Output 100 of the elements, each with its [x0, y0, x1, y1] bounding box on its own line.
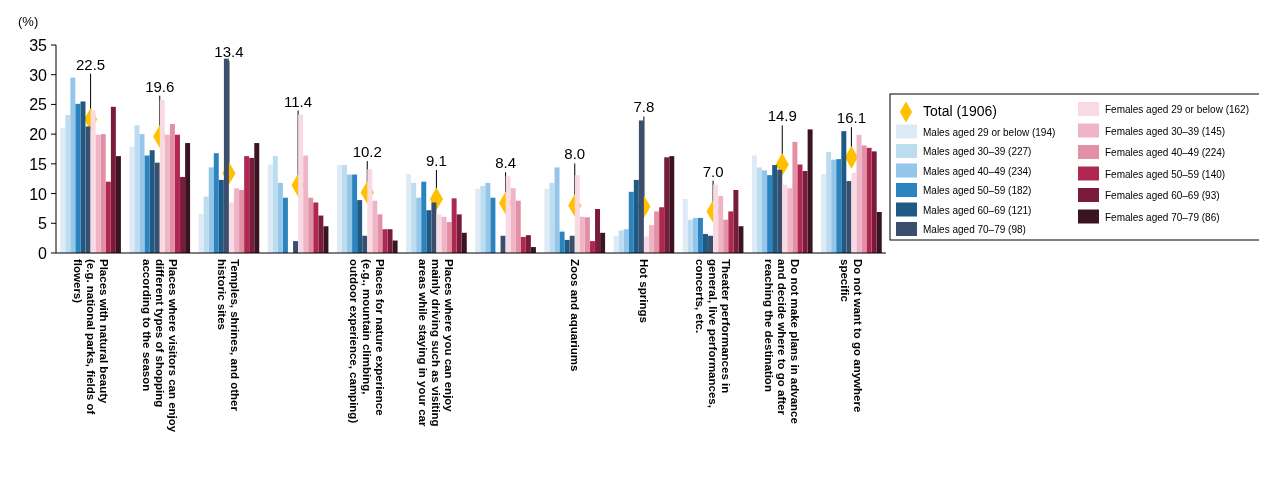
legend-label: Males aged 30–39 (227) — [923, 146, 1032, 157]
bar — [105, 181, 111, 253]
x-tick-label: Zoos and aquariums — [568, 259, 581, 372]
bar — [520, 236, 526, 253]
bar — [549, 182, 555, 253]
bar — [267, 164, 273, 253]
data-label: 8.0 — [564, 145, 586, 163]
bar — [500, 235, 506, 253]
bar — [451, 198, 457, 253]
x-tick-label: Hot springs — [637, 259, 650, 323]
bar — [372, 200, 378, 253]
bar — [174, 134, 180, 253]
bar — [277, 182, 283, 253]
bar — [387, 229, 393, 253]
y-tick-label: 30 — [29, 66, 48, 84]
bar — [95, 134, 101, 253]
bar — [797, 164, 803, 253]
bar — [139, 134, 145, 253]
bar — [461, 232, 467, 253]
bar — [697, 217, 703, 253]
bar — [362, 235, 368, 253]
bar — [687, 219, 693, 253]
bar — [682, 198, 688, 253]
bar — [185, 143, 191, 253]
bar — [708, 235, 714, 253]
bar — [406, 173, 412, 253]
bar — [223, 58, 229, 253]
bar — [318, 215, 324, 253]
y-tick-label: 15 — [29, 155, 48, 173]
x-tick-label: Places for nature experience (e.g., mountain climbing, outdoor experience, camping) — [348, 259, 387, 424]
bar — [169, 124, 175, 253]
bar — [244, 156, 250, 253]
bar — [411, 182, 417, 253]
bar — [382, 229, 388, 253]
bar — [525, 235, 531, 253]
data-label: 14.9 — [767, 107, 797, 125]
bar — [149, 150, 155, 253]
bar — [623, 229, 629, 253]
bar — [756, 167, 762, 253]
bar — [421, 181, 427, 253]
bar — [751, 155, 757, 253]
bar — [738, 226, 744, 253]
bar — [367, 169, 373, 253]
data-label: 9.1 — [425, 151, 447, 169]
bar — [600, 232, 606, 253]
legend-label: Males aged 50–59 (182) — [923, 185, 1032, 196]
bar — [298, 114, 304, 253]
legend-label: Females aged 29 or below (162) — [1105, 104, 1249, 115]
bar — [851, 172, 857, 253]
bar — [85, 126, 91, 253]
bar — [436, 214, 442, 253]
bar — [308, 197, 314, 253]
bar — [213, 153, 219, 253]
bar — [115, 156, 121, 253]
bar — [574, 175, 580, 253]
x-tick-label: Places with natural beauty (e.g. national parks, fields of flowers) — [71, 259, 110, 415]
bar — [654, 211, 660, 253]
bar — [723, 219, 729, 253]
bar — [703, 233, 708, 253]
data-label: 7.0 — [702, 162, 724, 180]
bar — [792, 141, 798, 253]
data-label: 8.4 — [495, 154, 517, 172]
bar — [554, 167, 560, 253]
bar — [416, 197, 422, 253]
legend-label: Males aged 40–49 (234) — [923, 165, 1032, 177]
bar — [203, 196, 209, 253]
bar — [718, 195, 724, 253]
bar — [272, 156, 278, 253]
x-tick-label: Do not want to go anywhere specific — [838, 259, 864, 413]
bar — [559, 231, 565, 253]
bar — [336, 165, 342, 253]
bar — [154, 162, 160, 253]
bar — [60, 128, 66, 253]
bar — [762, 170, 768, 253]
bar — [110, 106, 116, 253]
legend-label: Females aged 50–59 (140) — [1105, 168, 1226, 180]
data-label: 13.4 — [214, 43, 244, 60]
bar — [357, 200, 363, 253]
bar — [431, 202, 437, 253]
bar — [643, 236, 649, 253]
bar — [282, 197, 288, 253]
bar — [218, 179, 224, 253]
bar — [347, 174, 353, 253]
bar — [377, 214, 383, 253]
bar — [341, 165, 347, 253]
bar — [589, 241, 595, 253]
bar — [692, 217, 698, 253]
bar — [638, 120, 644, 253]
bar — [831, 159, 837, 253]
bar — [802, 170, 808, 253]
data-label: 16.1 — [836, 109, 867, 127]
data-label: 10.2 — [352, 143, 382, 161]
y-tick-label: 35 — [29, 37, 48, 54]
bar — [490, 197, 496, 253]
bar — [733, 190, 739, 253]
bar — [208, 167, 214, 253]
legend-label: Females aged 70–79 (86) — [1105, 211, 1220, 223]
bar — [234, 188, 239, 253]
bar — [564, 239, 570, 253]
bar — [659, 207, 665, 253]
